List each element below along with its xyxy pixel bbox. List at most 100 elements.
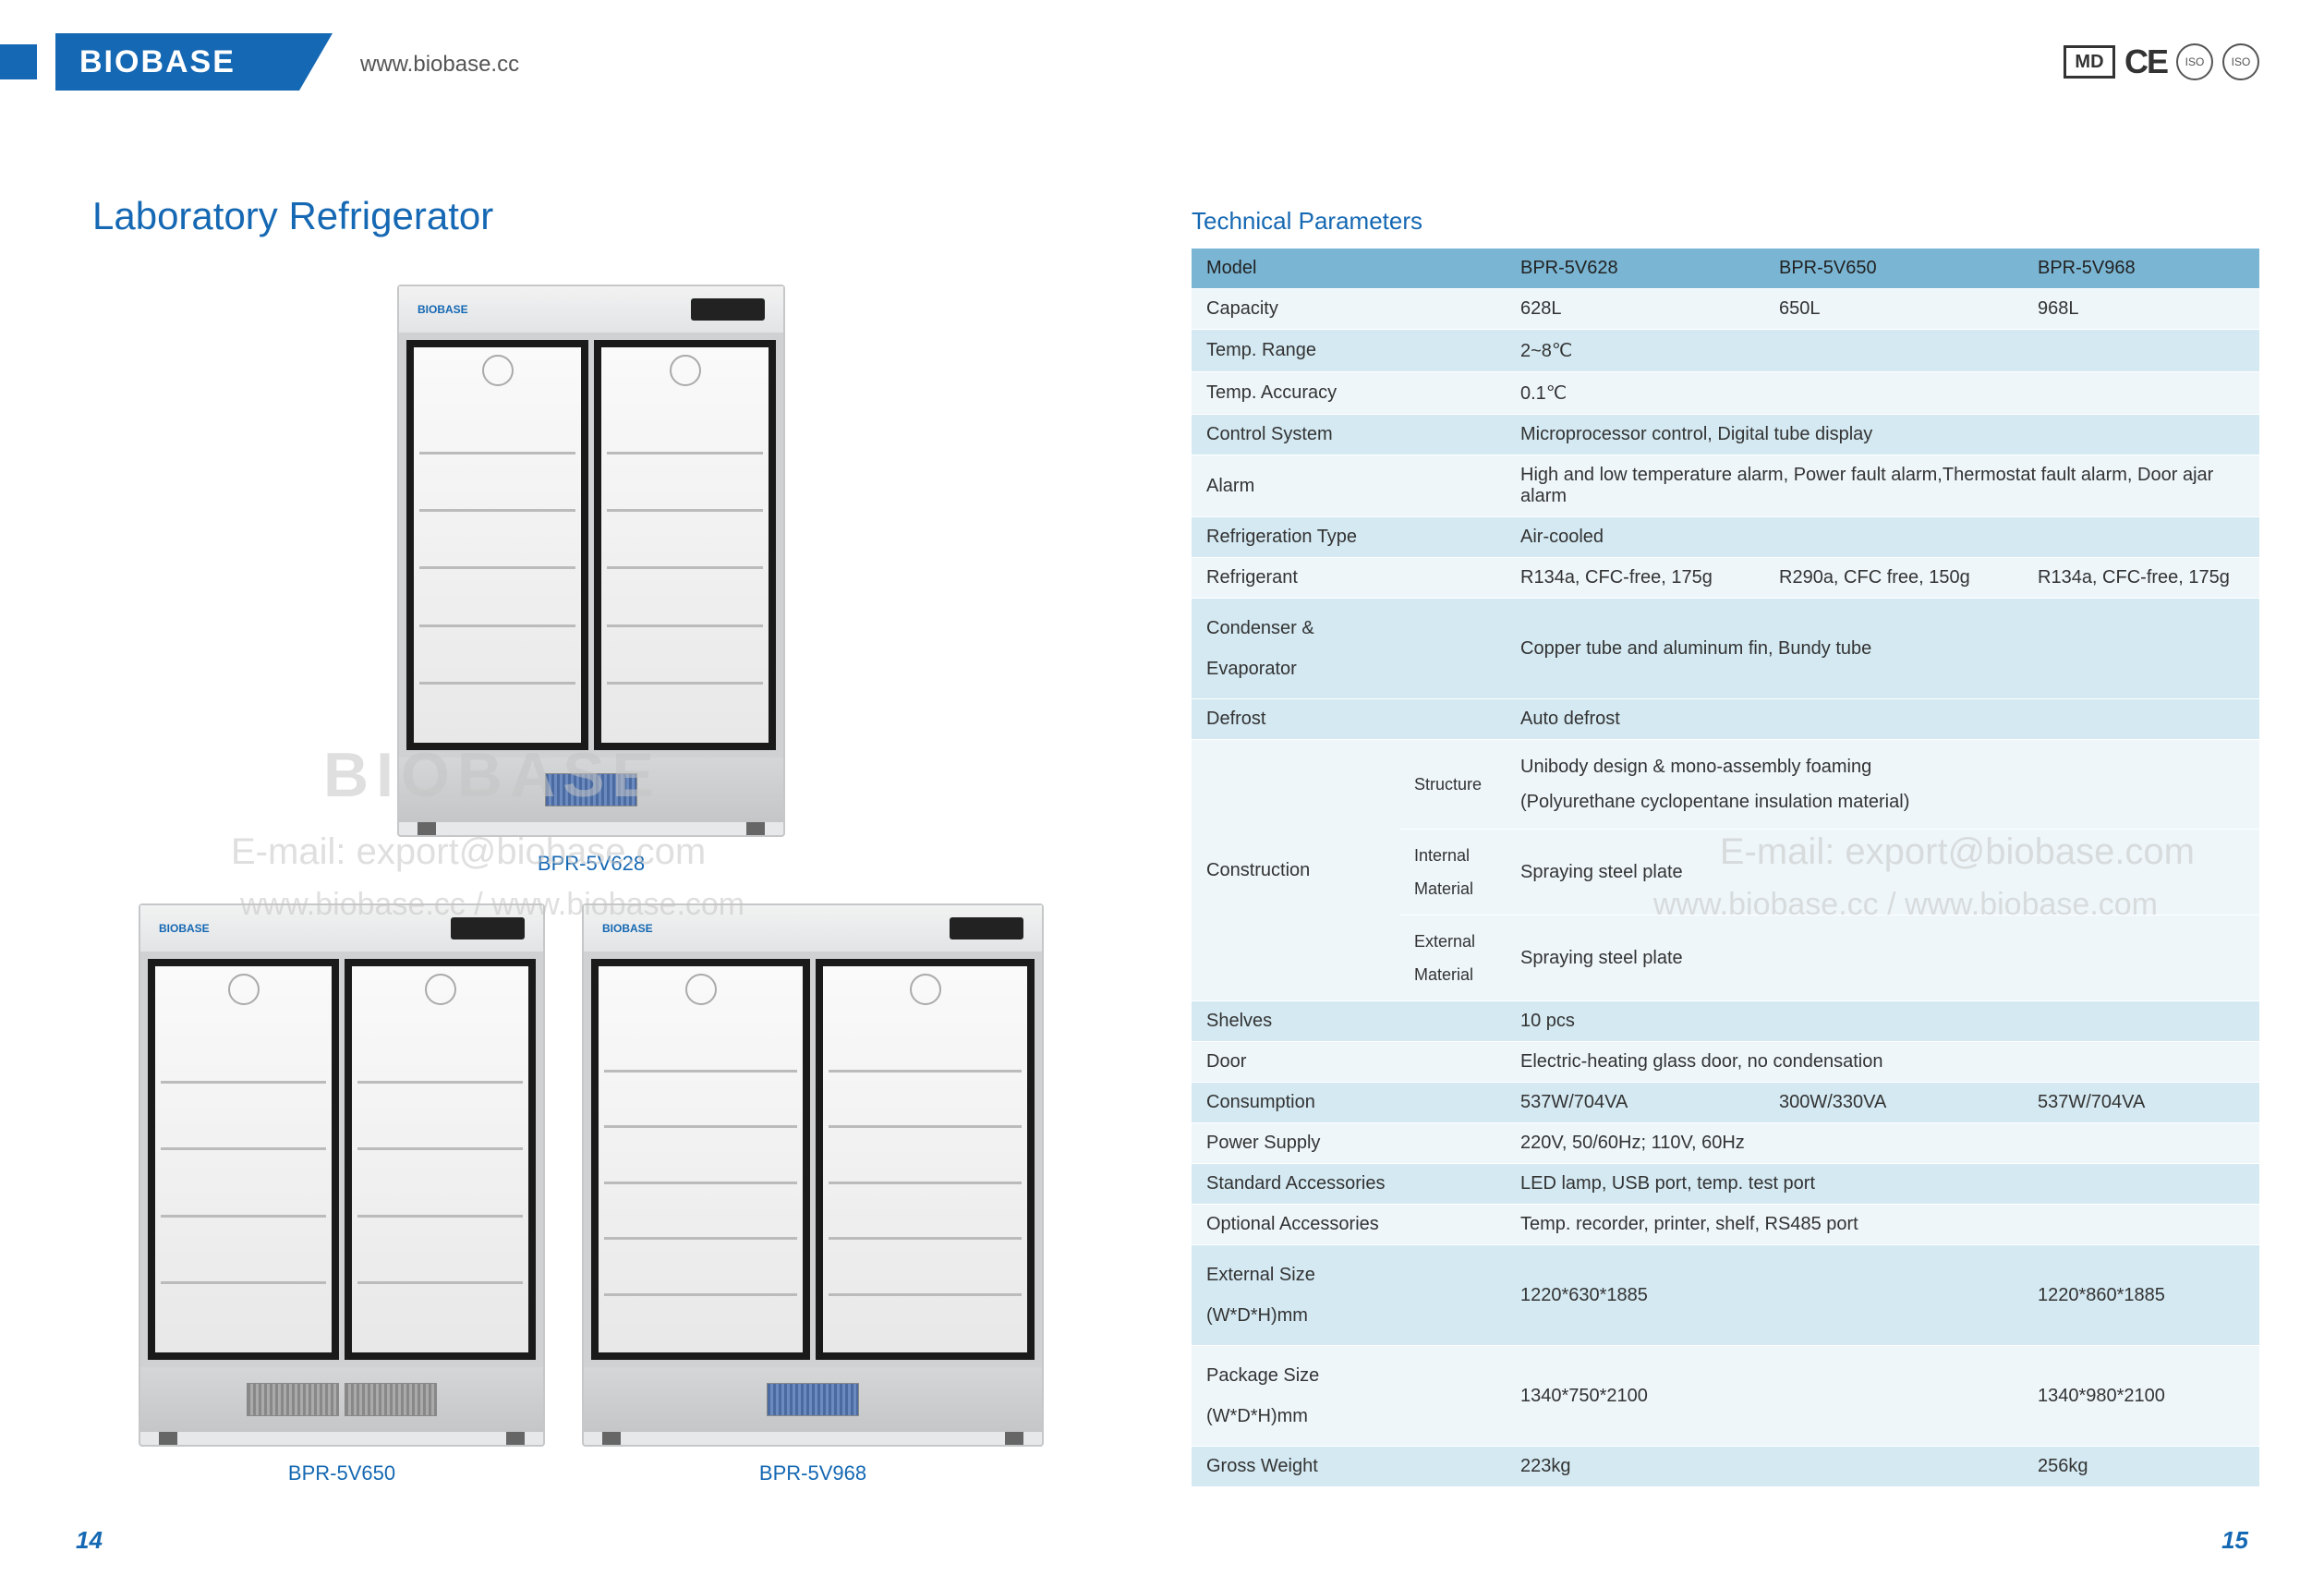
page-number-left: 14 (76, 1526, 103, 1555)
cell: 1220*860*1885 (2023, 1245, 2259, 1346)
cell: 628L (1506, 289, 1764, 330)
vent-icon (545, 773, 637, 806)
ce-badge-icon: CE (2124, 42, 2167, 81)
product-label: BPR-5V968 (759, 1461, 866, 1485)
fridge-brand-label: BIOBASE (602, 922, 653, 935)
fan-icon (670, 355, 701, 386)
table-row: External Size (W*D*H)mm 1220*630*1885 12… (1192, 1245, 2259, 1346)
cell: 220V, 50/60Hz; 110V, 60Hz (1506, 1123, 2259, 1164)
table-row: Refrigerant R134a, CFC-free, 175g R290a,… (1192, 558, 2259, 599)
cell: Spraying steel plate (1506, 915, 2259, 1001)
table-row: Refrigeration Type Air-cooled (1192, 517, 2259, 558)
cell: 537W/704VA (1506, 1083, 1764, 1123)
header-accent (0, 44, 37, 79)
logo-wrap: BIOBASE (55, 33, 333, 91)
product-card: BIOBASE BPR-5V628 (397, 285, 785, 876)
cell: Unibody design & mono-assembly foaming (… (1506, 740, 2259, 830)
table-row: Condenser & Evaporator Copper tube and a… (1192, 599, 2259, 699)
row-label: Defrost (1192, 699, 1506, 740)
page-number-right: 15 (2221, 1526, 2248, 1555)
table-row: Consumption 537W/704VA 300W/330VA 537W/7… (1192, 1083, 2259, 1123)
fan-icon (228, 974, 260, 1005)
table-row: Control System Microprocessor control, D… (1192, 415, 2259, 455)
brand-logo: BIOBASE (79, 44, 236, 80)
page-title: Laboratory Refrigerator (92, 194, 1090, 238)
product-card: BIOBASE BPR-5V968 (582, 903, 1044, 1485)
cell: 1340*750*2100 (1506, 1346, 2023, 1447)
table-row: Model BPR-5V628 BPR-5V650 BPR-5V968 (1192, 249, 2259, 289)
vent-icon (345, 1383, 437, 1416)
cond-label-2: Evaporator (1206, 659, 1297, 679)
cell: R134a, CFC-free, 175g (2023, 558, 2259, 599)
fridge-display-icon (451, 917, 525, 939)
certifications: MD CE ISO ISO (2064, 42, 2259, 81)
cell: Auto defrost (1506, 699, 2259, 740)
cell: 0.1℃ (1506, 372, 2259, 415)
cell: 650L (1764, 289, 2023, 330)
row-label: Gross Weight (1192, 1447, 1506, 1487)
fan-icon (685, 974, 717, 1005)
ext-mat-a: External (1414, 932, 1475, 951)
ext-size-b: (W*D*H)mm (1206, 1305, 1308, 1326)
cell: 2~8℃ (1506, 330, 2259, 372)
product-label: BPR-5V650 (288, 1461, 395, 1485)
row-label: Control System (1192, 415, 1506, 455)
cond-label-1: Condenser & (1206, 618, 1314, 638)
cell: 1220*630*1885 (1506, 1245, 2023, 1346)
sub-label: Structure (1399, 740, 1506, 830)
table-row: Package Size (W*D*H)mm 1340*750*2100 134… (1192, 1346, 2259, 1447)
cell: Spraying steel plate (1506, 830, 2259, 915)
fridge-brand-label: BIOBASE (418, 303, 468, 316)
cell: 968L (2023, 289, 2259, 330)
table-row: Optional Accessories Temp. recorder, pri… (1192, 1205, 2259, 1245)
cell: Microprocessor control, Digital tube dis… (1506, 415, 2259, 455)
cell: 223kg (1506, 1447, 2023, 1487)
th-model: Model (1192, 249, 1506, 289)
row-label: Consumption (1192, 1083, 1506, 1123)
cell: Copper tube and aluminum fin, Bundy tube (1506, 599, 2259, 699)
row-label: Temp. Range (1192, 330, 1506, 372)
iso-badge-icon: ISO (2176, 43, 2213, 80)
row-label: Capacity (1192, 289, 1506, 330)
product-image: BIOBASE (397, 285, 785, 837)
table-row: Shelves 10 pcs (1192, 1001, 2259, 1042)
cell: 256kg (2023, 1447, 2259, 1487)
row-label: Refrigeration Type (1192, 517, 1506, 558)
table-row: Construction Structure Unibody design & … (1192, 740, 2259, 830)
row-label: Refrigerant (1192, 558, 1506, 599)
cell: Electric-heating glass door, no condensa… (1506, 1042, 2259, 1083)
cell: 537W/704VA (2023, 1083, 2259, 1123)
cell: Air-cooled (1506, 517, 2259, 558)
fridge-display-icon (950, 917, 1023, 939)
fridge-display-icon (691, 298, 765, 321)
vent-icon (767, 1383, 859, 1416)
structure-line-2: (Polyurethane cyclopentane insulation ma… (1520, 792, 1909, 812)
th-model-3: BPR-5V968 (2023, 249, 2259, 289)
product-section: Laboratory Refrigerator BIOBASE BPR-5V62… (92, 194, 1090, 1485)
header-url: www.biobase.cc (360, 52, 519, 78)
table-row: Temp. Accuracy 0.1℃ (1192, 372, 2259, 415)
th-model-1: BPR-5V628 (1506, 249, 1764, 289)
table-row: Door Electric-heating glass door, no con… (1192, 1042, 2259, 1083)
th-model-2: BPR-5V650 (1764, 249, 2023, 289)
sub-label: External Material (1399, 915, 1506, 1001)
product-image: BIOBASE (582, 903, 1044, 1447)
ext-mat-b: Material (1414, 965, 1473, 984)
fan-icon (425, 974, 456, 1005)
row-label: Shelves (1192, 1001, 1506, 1042)
int-mat-b: Material (1414, 879, 1473, 898)
cell: R134a, CFC-free, 175g (1506, 558, 1764, 599)
table-row: Defrost Auto defrost (1192, 699, 2259, 740)
vent-icon (247, 1383, 339, 1416)
cell: R290a, CFC free, 150g (1764, 558, 2023, 599)
ext-size-a: External Size (1206, 1265, 1315, 1285)
row-label: Door (1192, 1042, 1506, 1083)
tech-params-title: Technical Parameters (1192, 207, 2259, 236)
sub-label: Internal Material (1399, 830, 1506, 915)
fan-icon (910, 974, 941, 1005)
table-row: Power Supply 220V, 50/60Hz; 110V, 60Hz (1192, 1123, 2259, 1164)
table-row: Alarm High and low temperature alarm, Po… (1192, 455, 2259, 517)
table-row: Standard Accessories LED lamp, USB port,… (1192, 1164, 2259, 1205)
row-label: Optional Accessories (1192, 1205, 1506, 1245)
pkg-size-b: (W*D*H)mm (1206, 1406, 1308, 1426)
